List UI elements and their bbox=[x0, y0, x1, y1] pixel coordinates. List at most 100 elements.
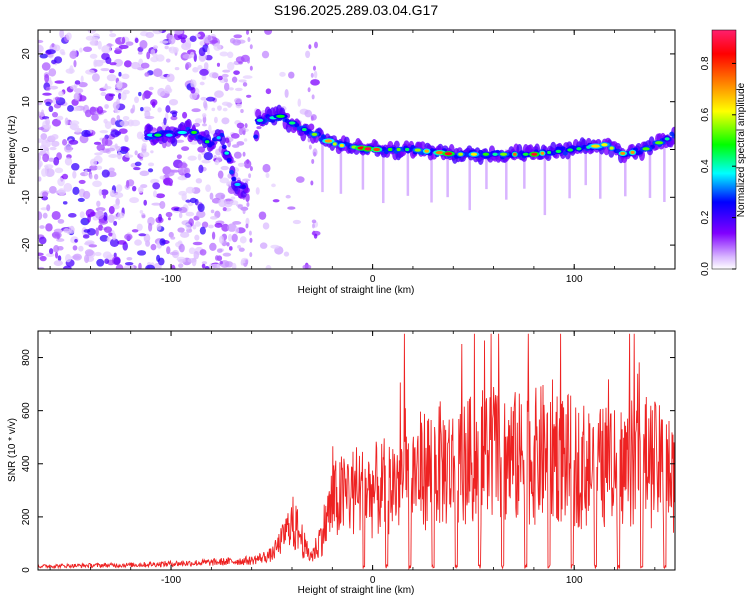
heatmap-noise-cell bbox=[69, 50, 78, 60]
heatmap-noise-cell bbox=[129, 197, 140, 204]
top-y-tick-label: -20 bbox=[21, 237, 32, 252]
heatmap-noise-cell bbox=[49, 146, 57, 151]
heatmap-noise-cell bbox=[54, 96, 60, 101]
heatmap-noise-cell bbox=[146, 51, 151, 60]
heatmap-noise-cell bbox=[170, 115, 178, 121]
heatmap-noise-cell bbox=[189, 35, 197, 42]
heatmap-noise-cell bbox=[51, 140, 60, 147]
heatmap-noise-cell bbox=[156, 254, 161, 262]
heatmap-noise-cell bbox=[101, 45, 112, 54]
heatmap-noise-cell bbox=[143, 199, 147, 206]
heatmap-noise-cell bbox=[42, 92, 52, 96]
heatmap-noise-cell bbox=[89, 53, 98, 59]
heatmap-noise-cell bbox=[113, 252, 117, 258]
heatmap-peak-inner bbox=[620, 151, 626, 156]
heatmap-noise-cell bbox=[108, 206, 115, 215]
heatmap-noise-cell bbox=[184, 40, 192, 48]
heatmap-noise-cell bbox=[270, 244, 280, 249]
heatmap-noise-cell bbox=[67, 105, 74, 112]
heatmap-noise-cell bbox=[95, 210, 105, 220]
heatmap-noise-cell bbox=[219, 177, 230, 184]
heatmap-noise-cell bbox=[216, 263, 221, 269]
heatmap-noise-cell bbox=[145, 264, 155, 269]
heatmap-noise-cell bbox=[184, 173, 191, 178]
heatmap-peak-inner bbox=[555, 149, 562, 153]
heatmap-noise-cell bbox=[233, 151, 242, 159]
heatmap-noise-cell bbox=[114, 131, 122, 136]
bottom-x-tick-label: 0 bbox=[370, 575, 376, 586]
heatmap-noise-cell bbox=[113, 257, 121, 265]
heatmap-noise-cell bbox=[84, 240, 95, 246]
heatmap-noise-cell bbox=[115, 198, 120, 206]
heatmap-noise-cell bbox=[178, 190, 188, 196]
heatmap-noise-cell bbox=[219, 51, 229, 57]
colorbar-label: Normalized spectral amplitude bbox=[736, 82, 747, 217]
colorbar-frame bbox=[711, 29, 737, 270]
heatmap-noise-cell bbox=[171, 111, 178, 118]
heatmap-noise-cell bbox=[38, 176, 42, 182]
heatmap-noise-cell bbox=[39, 255, 47, 262]
heatmap-noise-cell bbox=[178, 243, 185, 253]
heatmap-noise-cell bbox=[159, 175, 165, 180]
heatmap-noise-cell bbox=[92, 180, 102, 188]
heatmap-stripe-cell bbox=[245, 259, 249, 265]
top-x-tick-label: -100 bbox=[161, 274, 181, 285]
heatmap-noise-cell bbox=[216, 248, 223, 253]
heatmap-core-cell bbox=[671, 134, 675, 139]
heatmap-peak-inner bbox=[396, 147, 401, 152]
heatmap-noise-cell bbox=[227, 233, 233, 242]
heatmap-noise-cell bbox=[164, 87, 173, 94]
heatmap-noise-cell bbox=[59, 30, 65, 39]
heatmap-noise-cell bbox=[167, 217, 171, 221]
heatmap-noise-cell bbox=[120, 91, 127, 101]
heatmap-stripe-cell bbox=[312, 230, 316, 236]
heatmap-peak-inner bbox=[444, 152, 453, 156]
heatmap-noise-cell bbox=[223, 76, 228, 82]
heatmap-noise-cell bbox=[109, 69, 115, 74]
heatmap-noise-cell bbox=[283, 251, 290, 257]
bottom-y-tick-label: 0 bbox=[21, 567, 32, 573]
heatmap-noise-cell bbox=[190, 86, 196, 94]
heatmap-noise-cell bbox=[93, 173, 99, 180]
heatmap-noise-cell bbox=[197, 64, 203, 70]
heatmap-noise-cell bbox=[234, 226, 240, 234]
heatmap-noise-cell bbox=[78, 81, 88, 88]
heatmap-noise-cell bbox=[231, 144, 240, 148]
heatmap-halo-cell bbox=[185, 118, 192, 130]
heatmap-noise-cell bbox=[228, 246, 233, 251]
heatmap-noise-cell bbox=[222, 252, 232, 257]
bottom-x-tick-label: -100 bbox=[161, 575, 181, 586]
heatmap-noise-cell bbox=[233, 34, 243, 39]
heatmap-noise-cell bbox=[109, 238, 120, 247]
heatmap-core-cell bbox=[229, 169, 235, 175]
heatmap-noise-cell bbox=[201, 221, 209, 228]
heatmap-noise-cell bbox=[231, 233, 238, 243]
heatmap-noise-cell bbox=[151, 202, 162, 206]
heatmap-noise-cell bbox=[79, 211, 85, 219]
heatmap-noise-cell bbox=[231, 76, 238, 83]
heatmap-noise-cell bbox=[197, 31, 206, 40]
heatmap-noise-cell bbox=[87, 213, 91, 223]
heatmap-streak bbox=[523, 149, 526, 189]
heatmap-noise-cell bbox=[91, 73, 100, 82]
heatmap-noise-cell bbox=[172, 47, 179, 53]
heatmap-noise-cell bbox=[256, 126, 262, 130]
heatmap-noise-cell bbox=[143, 233, 151, 243]
heatmap-peak-inner bbox=[642, 147, 650, 151]
heatmap-noise-cell bbox=[198, 164, 204, 174]
heatmap-noise-cell bbox=[142, 93, 146, 101]
heatmap-noise-cell bbox=[185, 186, 195, 194]
heatmap-noise-cell bbox=[130, 265, 135, 269]
heatmap-noise-cell bbox=[246, 94, 252, 98]
heatmap-peak-inner bbox=[576, 147, 582, 151]
heatmap-noise-cell bbox=[202, 123, 207, 127]
heatmap-noise-cell bbox=[69, 225, 75, 234]
top-x-tick-label: 100 bbox=[566, 274, 583, 285]
heatmap-noise-cell bbox=[137, 250, 147, 256]
heatmap-noise-cell bbox=[57, 255, 62, 262]
heatmap-noise-cell bbox=[166, 246, 171, 255]
heatmap-noise-cell bbox=[206, 47, 210, 56]
heatmap-stripe-cell bbox=[246, 30, 250, 35]
heatmap-noise-cell bbox=[134, 161, 142, 167]
heatmap-noise-cell bbox=[259, 242, 268, 249]
